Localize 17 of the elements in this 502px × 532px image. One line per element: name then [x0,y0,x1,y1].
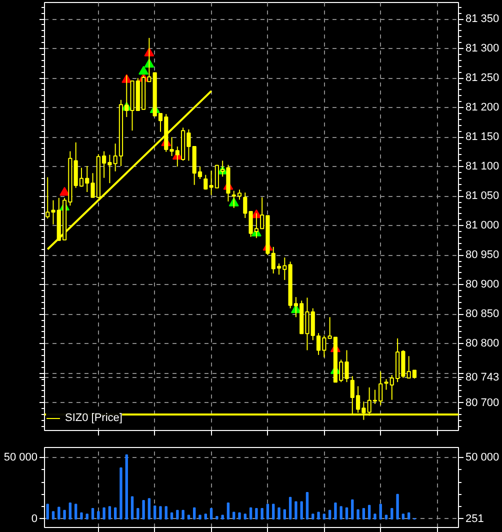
y-tick-label: 80 900 [466,278,500,291]
y-tick-label: 80 700 [466,396,500,409]
y-tick-label: 0 [31,512,38,525]
y-tick-label: 80 800 [466,338,500,350]
y-tick-label: 81 300 [466,42,500,55]
y-tick-label: 81 050 [466,190,500,202]
y-tick-label: 81 350 [466,13,500,26]
y-tick-label: 81 150 [466,131,500,144]
y-tick-label: 80 850 [466,308,500,320]
y-tick-label: 81 200 [466,102,500,114]
legend-label: SIZ0 [Price] [65,412,122,424]
y-tick-label: 81 000 [466,220,500,232]
y-tick-label: 80 950 [466,249,500,262]
y-tick-label: 80 743 [466,371,500,384]
y-tick-label: 81 250 [466,72,500,84]
text: 251 [466,512,484,525]
y-tick-label: 81 100 [466,160,500,173]
